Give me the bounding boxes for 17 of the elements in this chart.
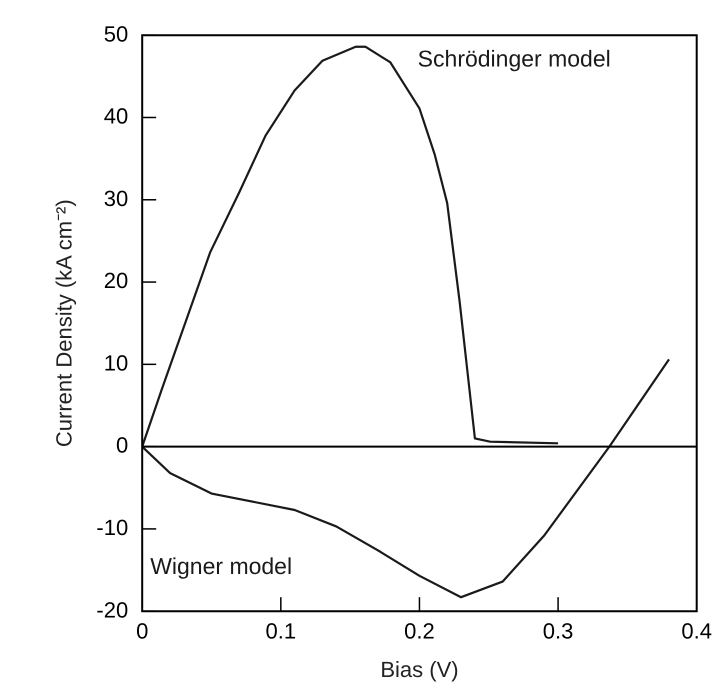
y-tick-label: 20 (104, 268, 128, 294)
x-tick-label: 0.4 (681, 618, 712, 644)
y-tick-label: -20 (96, 597, 128, 622)
x-axis-title: Bias (V) (380, 656, 459, 682)
y-tick-label: 40 (104, 104, 128, 129)
y-tick-label: -10 (96, 514, 128, 540)
series-label: Wigner model (150, 553, 292, 580)
y-tick-label: 10 (104, 350, 128, 376)
series-label: Schrödinger model (418, 46, 611, 72)
x-tick-label: 0.1 (266, 618, 296, 644)
x-tick-label: 0.2 (404, 618, 435, 644)
x-tick-label: 0 (136, 618, 148, 644)
y-axis-title: Current Density (kA cm⁻²) (51, 199, 76, 448)
x-tick-label: 0.3 (542, 618, 574, 644)
y-tick-label: 30 (104, 186, 128, 211)
y-tick-label: 0 (116, 432, 128, 458)
y-tick-label: 50 (104, 21, 128, 46)
